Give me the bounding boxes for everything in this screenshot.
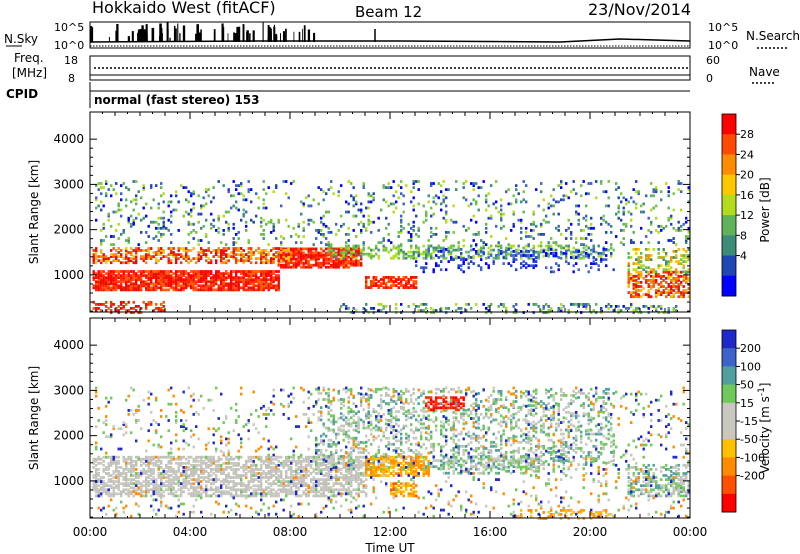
nave-tick-top: 60 — [706, 54, 720, 67]
freq-label-line2: [MHz] — [12, 66, 47, 80]
nsky-label: N.Sky — [4, 32, 38, 46]
colorbar-segment — [722, 330, 736, 349]
colorbar-tick-label: 200 — [740, 342, 761, 355]
nave-tick-bottom: 0 — [706, 72, 713, 85]
y-tick-label: 3000 — [53, 177, 84, 191]
colorbar-tick-label: -15 — [740, 415, 758, 428]
colorbar-tick-label: 28 — [740, 128, 754, 141]
colorbar-segment — [722, 235, 736, 257]
colorbar-segment — [722, 384, 736, 404]
noise-series — [89, 22, 691, 47]
velocity-ylabel: Slant Range [km] — [27, 366, 41, 470]
colorbar-segment — [722, 194, 736, 216]
colorbar-segment — [722, 134, 736, 155]
colorbar-segment — [722, 493, 736, 513]
colorbar-segment — [722, 457, 736, 477]
colorbar-tick-label: 8 — [740, 229, 747, 242]
x-tick-label: 20:00 — [573, 525, 608, 539]
colorbar-segment — [722, 154, 736, 176]
x-tick-label: 00:00 — [73, 525, 108, 539]
colorbar-tick-label: 24 — [740, 148, 754, 161]
colorbar-segment — [722, 475, 736, 495]
colorbar-tick-label: -200 — [740, 470, 765, 483]
colorbar-tick-label: 100 — [740, 360, 761, 373]
colorbar-segment — [722, 114, 736, 135]
velocity-heatmap — [92, 386, 690, 520]
noise-tick-bottom-left: 10^0 — [54, 39, 84, 52]
date-title: 23/Nov/2014 — [588, 0, 691, 19]
freq-tick-top: 18 — [64, 54, 78, 67]
colorbar-segment — [722, 215, 736, 236]
colorbar-tick-label: 20 — [740, 169, 754, 182]
colorbar-tick-label: -50 — [740, 433, 758, 446]
freq-panel: Freq. [MHz] 18 8 60 0 Nave — [12, 51, 780, 85]
colorbar-segment — [722, 174, 736, 196]
colorbar-segment — [722, 439, 736, 458]
colorbar-tick-label: 12 — [740, 209, 754, 222]
nsearch-label: N.Search — [746, 29, 800, 43]
beam-title: Beam 12 — [355, 3, 422, 21]
velocity-colorbar-label: Velocity [m s-1] — [757, 383, 772, 474]
power-colorbar-label: Power [dB] — [758, 177, 772, 242]
freq-tick-bottom: 8 — [68, 72, 75, 85]
x-tick-label: 04:00 — [173, 525, 208, 539]
colorbar-tick-label: 15 — [740, 397, 754, 410]
station-title: Hokkaido West (fitACF) — [92, 0, 276, 17]
colorbar-segment — [722, 402, 736, 422]
colorbar-tick-label: 50 — [740, 379, 754, 392]
cpid-label: CPID — [6, 87, 38, 101]
colorbar-tick-label: -100 — [740, 451, 765, 464]
velocity-colorbar: 200 100 50 15 -15 -50 -100 -200 — [721, 329, 765, 513]
x-tick-label: 08:00 — [273, 525, 308, 539]
velocity-panel: 1000 2000 3000 4000 00:00 04:00 08:00 12:00 16:0… — [27, 317, 772, 554]
power-heatmap — [92, 180, 690, 314]
time-axis-label: Time UT — [364, 541, 415, 554]
y-tick-label: 1000 — [53, 268, 84, 282]
noise-tick-top-right: 10^5 — [708, 21, 738, 34]
nsky-line — [89, 38, 691, 43]
power-panel: 1000 2000 3000 4000 Slant Range [km] 28 24 20… — [27, 111, 772, 314]
x-tick-label: 12:00 — [373, 525, 408, 539]
colorbar-segment — [722, 366, 736, 386]
y-tick-label: 3000 — [53, 383, 84, 397]
colorbar-segment — [722, 275, 736, 297]
colorbar-segment — [722, 255, 736, 277]
velocity-label-exp: -1 — [757, 387, 767, 396]
y-tick-label: 2000 — [53, 429, 84, 443]
y-tick-label: 4000 — [53, 338, 84, 352]
noise-tick-bottom-right: 10^0 — [708, 39, 738, 52]
y-tick-label: 1000 — [53, 474, 84, 488]
x-tick-label: 16:00 — [473, 525, 508, 539]
noise-panel: N.Sky 10^5 10^0 10^5 10^0 N.Search — [4, 21, 800, 52]
colorbar-segment — [722, 348, 736, 367]
y-tick-label: 2000 — [53, 223, 84, 237]
freq-label-line1: Freq. — [14, 51, 44, 65]
nave-label: Nave — [749, 65, 780, 79]
x-tick-label: 00:00 — [673, 525, 708, 539]
velocity-label-main: Velocity [m s — [758, 396, 772, 473]
colorbar-segment — [722, 421, 736, 440]
power-ylabel: Slant Range [km] — [27, 160, 41, 264]
velocity-label-end: ] — [758, 383, 772, 388]
cpid-text: normal (fast stereo) 153 — [94, 93, 260, 107]
colorbar-tick-label: 4 — [740, 250, 747, 263]
y-tick-label: 4000 — [53, 132, 84, 146]
cpid-panel: CPID normal (fast stereo) 153 — [6, 82, 690, 108]
power-colorbar: 28 24 20 16 12 8 4 — [721, 113, 754, 297]
noise-tick-top-left: 10^5 — [54, 21, 84, 34]
colorbar-tick-label: 16 — [740, 189, 754, 202]
